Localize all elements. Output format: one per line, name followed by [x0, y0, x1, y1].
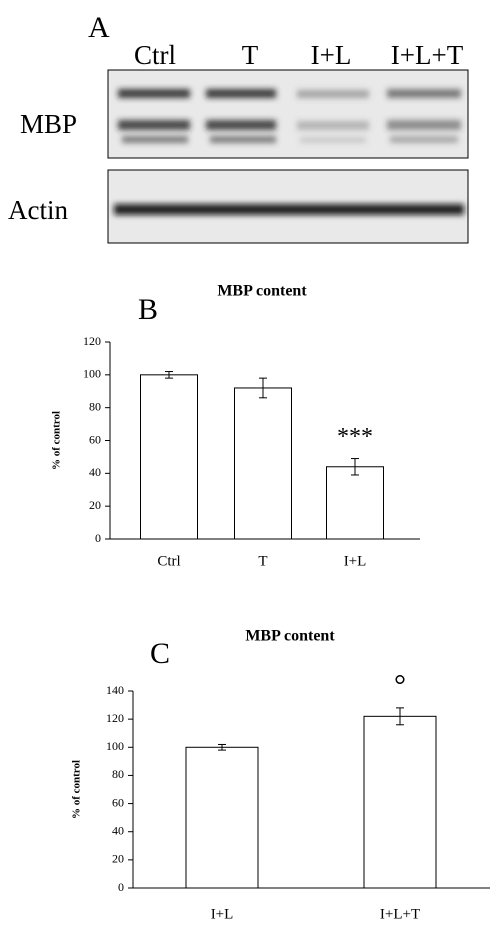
- chart-title: MBP content: [217, 283, 307, 300]
- y-tick-label: 20: [89, 498, 101, 512]
- lane-label: Ctrl: [134, 40, 176, 70]
- row-label: Actin: [8, 195, 68, 225]
- y-tick-label: 120: [106, 711, 124, 725]
- lane-label: T: [242, 40, 259, 70]
- mbp-bands: [118, 89, 461, 143]
- y-axis-label: % of control: [71, 760, 83, 819]
- lane-label: I+L+T: [391, 40, 464, 70]
- bar: [363, 715, 437, 889]
- bar: [185, 746, 259, 889]
- x-tick-label: Ctrl: [157, 553, 180, 569]
- chart-title: MBP content: [245, 628, 335, 645]
- panel-label: A: [88, 11, 110, 44]
- y-tick-label: 40: [89, 465, 101, 479]
- y-tick-label: 20: [112, 852, 124, 866]
- bar: [326, 466, 384, 540]
- annotation: °: [394, 669, 406, 702]
- error-bar: [396, 707, 404, 726]
- error-bar: [165, 371, 173, 379]
- y-tick-label: 80: [89, 399, 101, 413]
- panel-label: B: [138, 293, 158, 326]
- x-tick-label: I+L+T: [380, 906, 420, 922]
- bar-chart: MBP content B % of control 0 20 40 60 80 100 120 C…: [51, 283, 420, 569]
- y-tick-label: 0: [118, 880, 124, 894]
- error-bar: [218, 743, 226, 751]
- error-bar: [351, 458, 359, 476]
- annotation: ***: [337, 424, 373, 450]
- bar: [140, 374, 198, 540]
- actin-bands: [114, 204, 464, 215]
- y-tick-label: 120: [83, 334, 101, 348]
- panel-label: C: [150, 637, 170, 670]
- y-tick-label: 0: [95, 531, 101, 545]
- lane-label: I+L: [311, 40, 352, 70]
- y-axis-label: % of control: [51, 411, 63, 470]
- x-tick-label: I+L: [211, 906, 234, 922]
- row-label: MBP: [20, 109, 77, 139]
- bar-chart: MBP content C % of control 0 20 40 60 80 100 120 1…: [71, 628, 490, 922]
- y-tick-label: 80: [112, 767, 124, 781]
- y-tick-label: 40: [112, 823, 124, 837]
- y-tick-label: 100: [106, 739, 124, 753]
- bar: [234, 387, 292, 540]
- y-tick-label: 100: [83, 367, 101, 381]
- error-bar: [259, 377, 267, 399]
- y-tick-label: 140: [106, 683, 124, 697]
- x-tick-label: T: [258, 553, 267, 569]
- y-tick-label: 60: [112, 795, 124, 809]
- y-tick-label: 60: [89, 432, 101, 446]
- blot-box: [107, 69, 469, 159]
- x-tick-label: I+L: [344, 553, 367, 569]
- blot-panel: A Ctrl T I+L I+L+T MBP Actin: [8, 11, 469, 244]
